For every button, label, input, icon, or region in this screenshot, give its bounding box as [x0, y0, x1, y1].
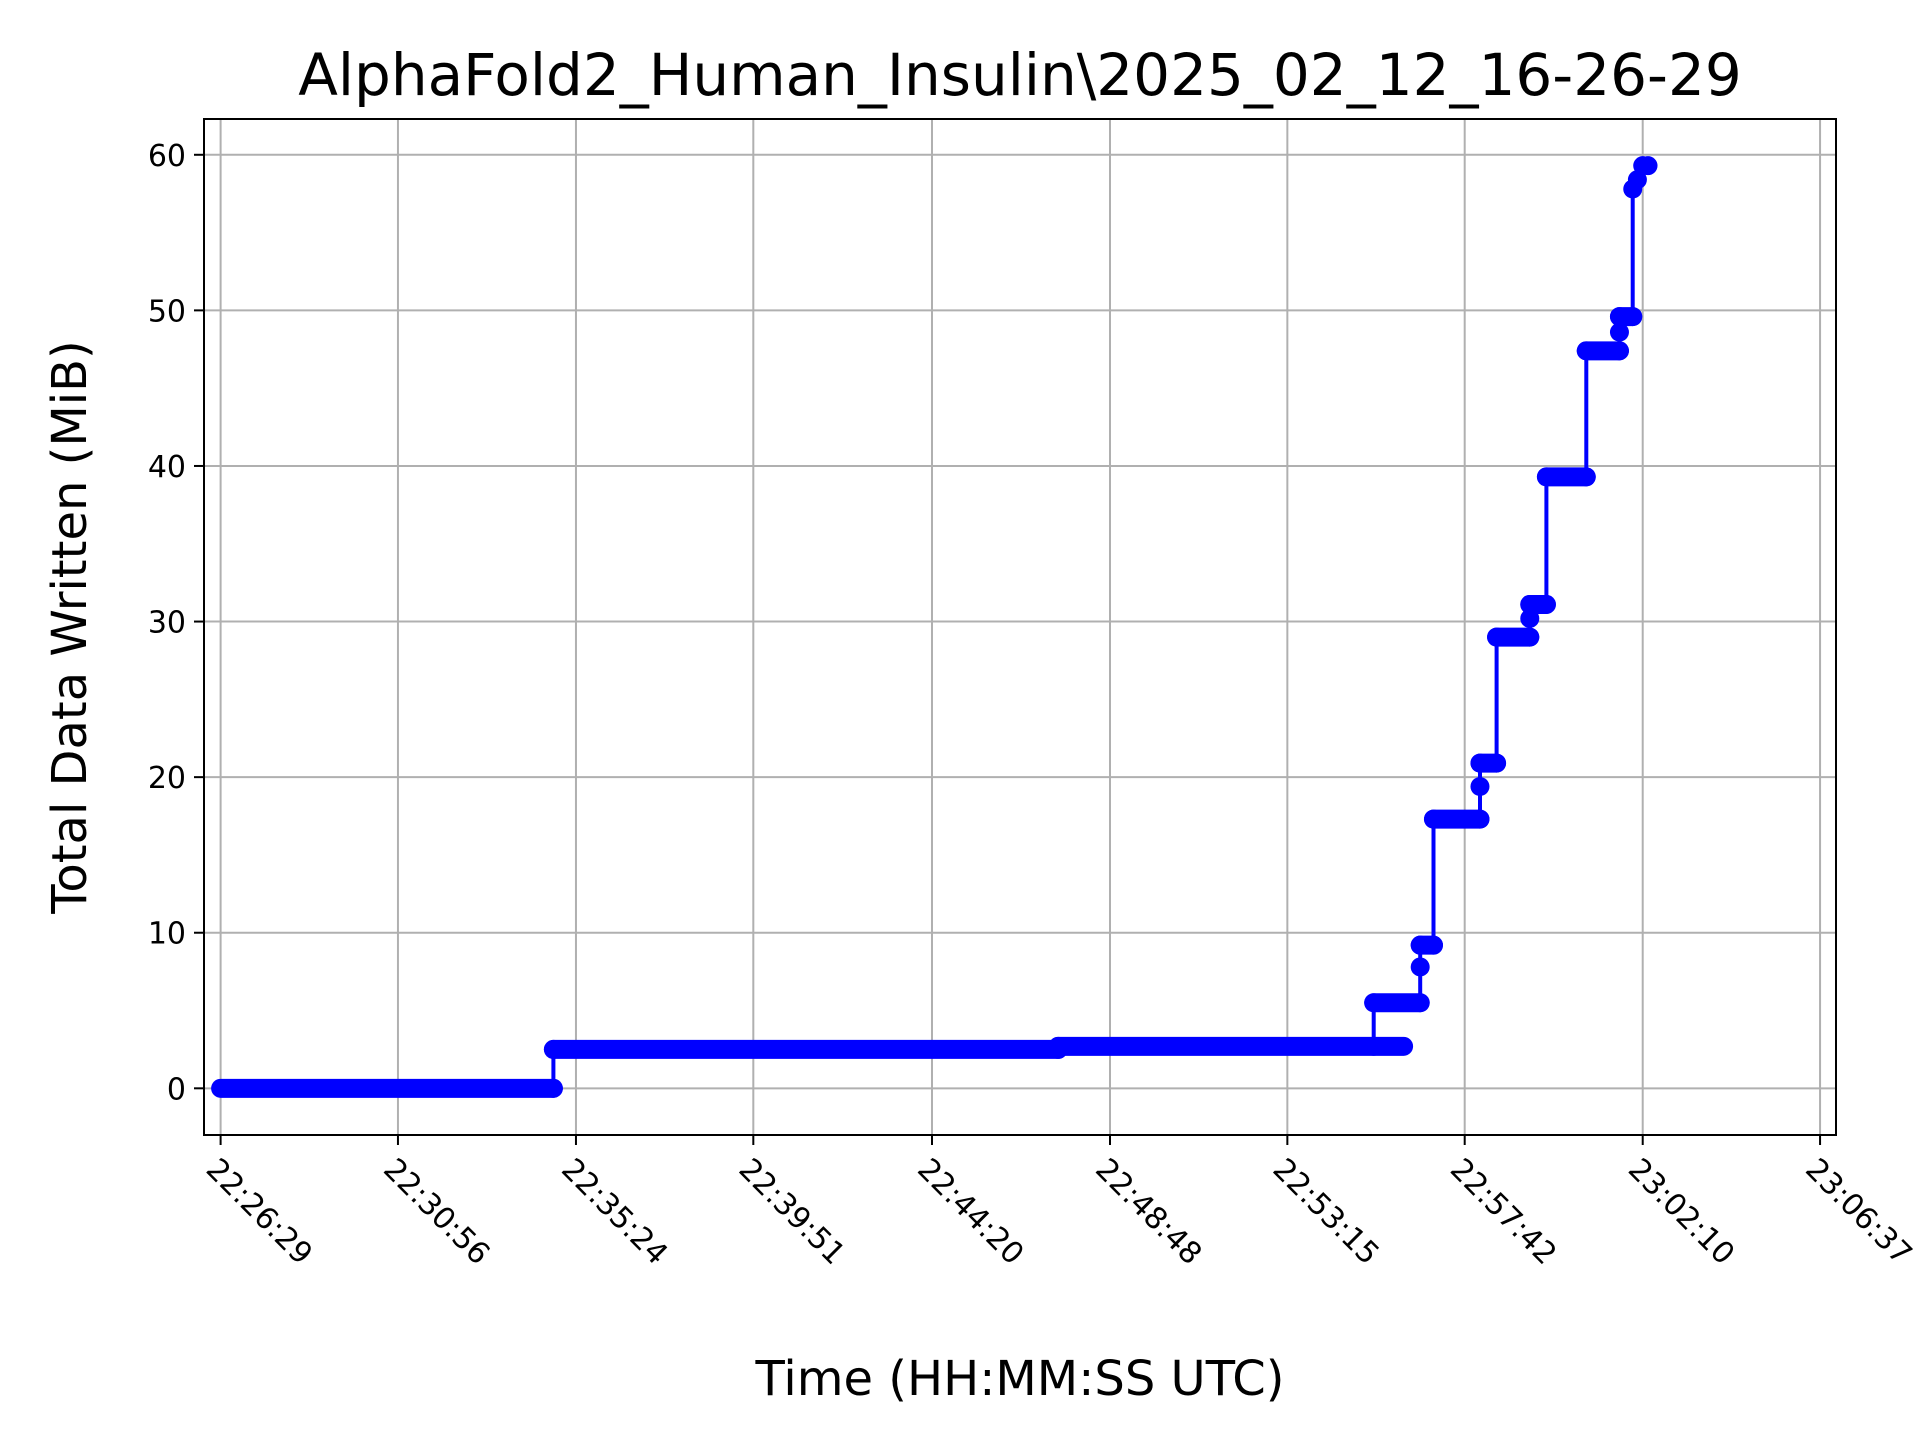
data-point	[1536, 467, 1556, 487]
data-point	[1410, 993, 1430, 1013]
y-tick-label: 50	[148, 294, 186, 329]
data-point	[543, 1039, 563, 1059]
y-tick-label: 10	[148, 917, 186, 952]
data-point	[1609, 307, 1629, 327]
data-point	[1576, 341, 1596, 361]
data-point	[1520, 627, 1540, 647]
x-tick-label: 22:39:51	[732, 1152, 852, 1272]
x-tick-label: 23:06:37	[1798, 1152, 1918, 1272]
data-point	[1487, 627, 1507, 647]
series-path	[551, 163, 1648, 1089]
data-point	[1520, 594, 1540, 614]
y-tick-label: 20	[148, 761, 186, 796]
grid-layer	[204, 119, 1836, 1135]
x-axis: 22:26:29 22:30:56 22:35:24 22:39:51 22:44:20…	[199, 1135, 1918, 1272]
data-point	[1576, 467, 1596, 487]
data-point	[1470, 809, 1490, 829]
data-point	[1423, 935, 1443, 955]
data-point	[1609, 341, 1629, 361]
y-tick-label: 30	[148, 606, 186, 641]
x-axis-label: Time (HH:MM:SS UTC)	[755, 1351, 1285, 1407]
y-tick-label: 40	[148, 450, 186, 485]
y-tick-label: 60	[148, 139, 186, 174]
data-point	[1470, 753, 1490, 773]
y-axis-label: Total Data Written (MiB)	[42, 340, 98, 915]
data-point	[1423, 809, 1443, 829]
x-tick-label: 22:30:56	[376, 1152, 496, 1272]
plot-frame	[203, 118, 1837, 1136]
data-point	[1364, 993, 1384, 1013]
data-point	[1520, 608, 1540, 628]
data-point	[1364, 1036, 1384, 1056]
data-point	[1536, 594, 1556, 614]
data-point	[1470, 776, 1490, 796]
x-tick-label: 22:26:29	[199, 1152, 319, 1272]
data-point	[1638, 156, 1658, 176]
data-point	[1410, 935, 1430, 955]
series-line	[211, 156, 1658, 1098]
x-tick-label: 22:44:20	[910, 1152, 1030, 1272]
y-axis: 0 10 20 30 40 50 60	[148, 139, 204, 1107]
data-point	[543, 1078, 563, 1098]
x-tick-label: 22:48:48	[1088, 1152, 1208, 1272]
x-tick-label: 22:57:42	[1443, 1152, 1563, 1272]
data-point	[1609, 322, 1629, 342]
y-tick-label: 0	[167, 1072, 186, 1107]
chart-title: AlphaFold2_Human_Insulin\2025_02_12_16-2…	[298, 41, 1742, 109]
data-point	[1410, 957, 1430, 977]
x-tick-label: 23:02:10	[1621, 1152, 1741, 1272]
data-point	[1623, 307, 1643, 327]
x-tick-label: 22:35:24	[554, 1152, 674, 1272]
data-point	[1048, 1036, 1068, 1056]
x-tick-label: 22:53:15	[1266, 1152, 1386, 1272]
data-point	[1487, 753, 1507, 773]
